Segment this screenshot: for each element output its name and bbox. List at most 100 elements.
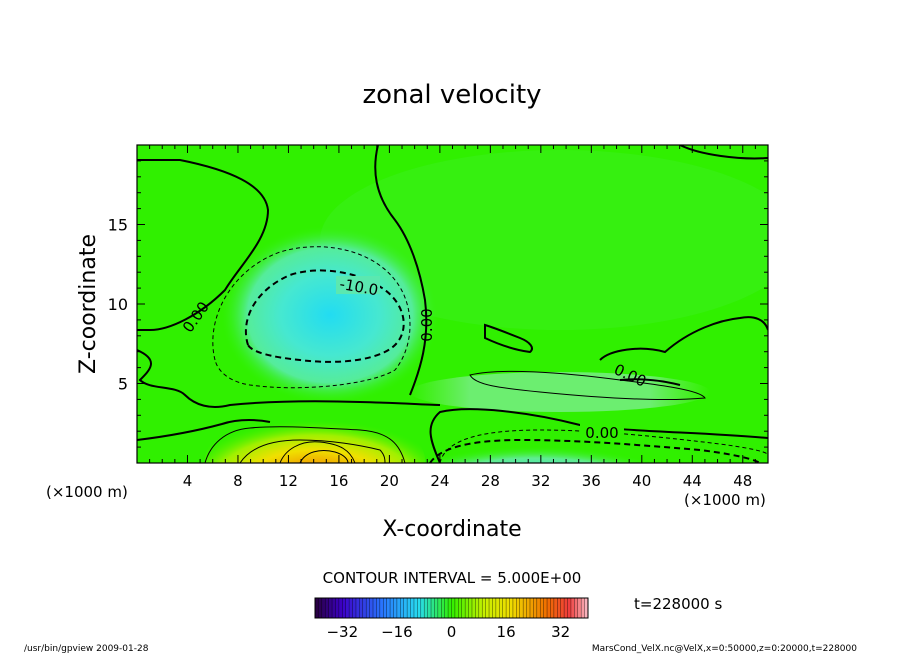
colorbar-cell: [434, 598, 439, 618]
colorbar-cell: [448, 598, 452, 618]
colorbar-cell: [451, 598, 456, 618]
colorbar-cell: [461, 598, 466, 618]
colorbar-cell: [458, 598, 463, 618]
colorbar-cell: [355, 598, 360, 618]
zero-contours: [137, 145, 768, 463]
y-tick-label: 15: [108, 216, 128, 235]
colorbar-cell: [386, 598, 391, 618]
colorbar-cell: [369, 598, 374, 618]
colorbar-cell: [506, 598, 510, 618]
colorbar-cell: [417, 598, 422, 618]
colorbar-cell: [383, 598, 388, 618]
plot-area: -10.0 0.00 0.00 0.00 0.00: [137, 145, 768, 463]
colorbar: [314, 598, 589, 618]
x-tick-label: 48: [733, 472, 752, 490]
colorbar-cell: [526, 598, 531, 618]
colorbar-tick-label: 32: [551, 623, 570, 641]
colorbar-cell: [512, 598, 517, 618]
x-tick-label: 32: [531, 472, 550, 490]
x-tick-label: 16: [329, 472, 348, 490]
colorbar-cell: [489, 598, 493, 618]
colorbar-cell: [410, 598, 415, 618]
y-tick-label: 10: [108, 295, 128, 314]
colorbar-cell: [335, 598, 340, 618]
colorbar-cell: [318, 598, 323, 618]
x-tick-label: 44: [683, 472, 702, 490]
colorbar-cell: [413, 598, 418, 618]
x-tick-label: 36: [582, 472, 601, 490]
colorbar-frame: [314, 597, 589, 619]
colorbar-cell: [577, 598, 582, 618]
colorbar-cell: [557, 598, 562, 618]
x-tick-label: 8: [233, 472, 243, 490]
colorbar-cell: [359, 598, 364, 618]
chart-title: zonal velocity: [362, 80, 541, 110]
contour-label-zero-low: 0.00: [585, 424, 618, 442]
colorbar-cell: [543, 598, 548, 618]
colorbar-cell: [342, 598, 347, 618]
colorbar-cell: [325, 598, 330, 618]
x-tick-label: 4: [183, 472, 193, 490]
colorbar-cell: [332, 598, 336, 618]
colorbar-cell: [482, 598, 487, 618]
colorbar-cell: [366, 598, 370, 618]
colorbar-cell: [424, 598, 429, 618]
colorbar-cell: [567, 598, 572, 618]
colorbar-cell: [468, 598, 473, 618]
time-label: t=228000 s: [634, 595, 722, 613]
colorbar-cell: [550, 598, 555, 618]
contour-label-bg2: [580, 422, 624, 440]
colorbar-cell: [533, 598, 538, 618]
colorbar-cell: [362, 598, 367, 618]
colorbar-cell: [475, 598, 480, 618]
x-axis-label: X-coordinate: [382, 517, 521, 542]
colorbar-cell: [379, 598, 384, 618]
colorbar-cell: [441, 598, 446, 618]
field-positive-core: [205, 410, 425, 463]
colorbar-cell: [574, 598, 579, 618]
colorbar-cell: [349, 598, 353, 618]
colorbar-cell: [523, 598, 527, 618]
contour-label-zero-mid: 0.00: [418, 308, 436, 341]
colorbar-cell: [584, 598, 589, 618]
colorbar-cell: [465, 598, 469, 618]
colorbar-cell: [376, 598, 381, 618]
colorbar-tick-label: −16: [381, 623, 413, 641]
x-unit-right: (×1000 m): [684, 491, 766, 509]
colorbar-cell: [373, 598, 377, 618]
colorbar-cell: [444, 598, 449, 618]
colorbar-cell: [502, 598, 507, 618]
contour-interval-label: CONTOUR INTERVAL = 5.000E+00: [323, 569, 582, 587]
colorbar-cell: [516, 598, 521, 618]
colorbar-cell: [485, 598, 490, 618]
x-unit-left: (×1000 m): [46, 483, 128, 501]
colorbar-cell: [315, 598, 319, 618]
colorbar-cell: [495, 598, 500, 618]
colorbar-ticks: −32 −16 0 16 32: [326, 623, 570, 641]
colorbar-cell: [547, 598, 551, 618]
colorbar-cell: [570, 598, 575, 618]
colorbar-cell: [393, 598, 398, 618]
x-tick-label: 40: [632, 472, 651, 490]
colorbar-cell: [407, 598, 411, 618]
colorbar-cell: [345, 598, 350, 618]
contour-label-bg: [336, 276, 380, 294]
colorbar-cell: [519, 598, 524, 618]
colorbar-cell: [454, 598, 459, 618]
colorbar-cell: [420, 598, 425, 618]
colorbar-tick-label: 16: [497, 623, 516, 641]
footer-left: /usr/bin/gpview 2009-01-28: [24, 644, 149, 654]
colorbar-cell: [536, 598, 541, 618]
y-axis-ticks: 5 10 15: [108, 160, 768, 448]
colorbar-cell: [529, 598, 534, 618]
colorbar-cell: [581, 598, 585, 618]
colorbar-cell: [437, 598, 442, 618]
colorbar-cell: [321, 598, 326, 618]
colorbar-cell: [478, 598, 483, 618]
colorbar-cell: [564, 598, 568, 618]
colorbar-cell: [492, 598, 497, 618]
field-negative-lowcore: [407, 430, 663, 463]
colorbar-cell: [400, 598, 405, 618]
colorbar-cell: [499, 598, 504, 618]
